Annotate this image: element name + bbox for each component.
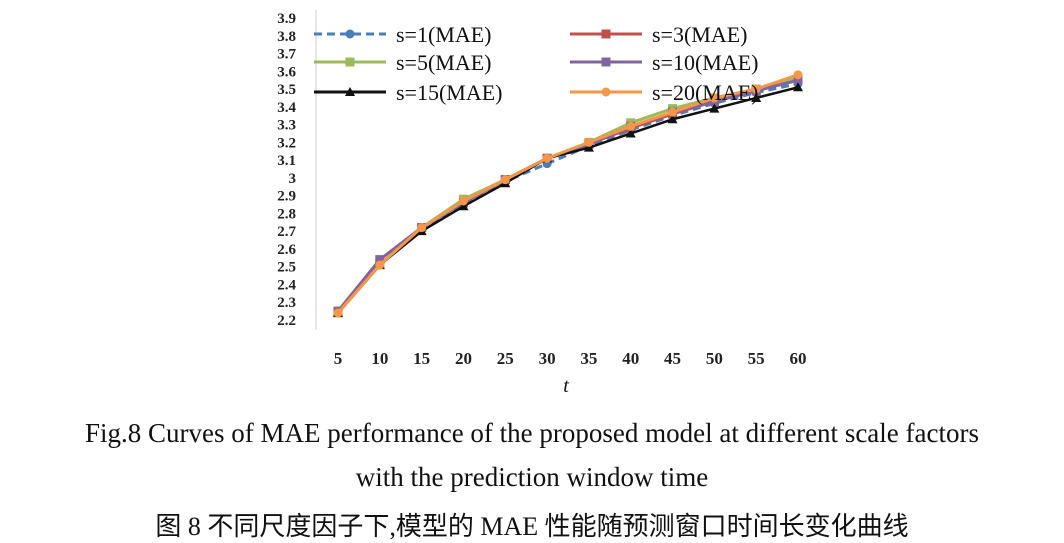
series-line: [336, 78, 799, 314]
x-tick-label: 35: [580, 349, 597, 368]
data-point: [793, 75, 803, 85]
y-tick-label: 3.3: [277, 118, 296, 134]
data-point: [667, 114, 678, 124]
y-tick-label: 3.7: [277, 47, 296, 63]
x-tick-label: 40: [622, 349, 639, 368]
y-tick-label: 3.5: [277, 82, 296, 98]
y-tick-label: 2.9: [277, 189, 296, 205]
y-tick-label: 3.6: [277, 64, 296, 80]
data-point: [793, 82, 803, 92]
data-point: [500, 175, 510, 185]
data-point: [668, 107, 678, 117]
y-tick-label: 2.2: [277, 313, 296, 329]
x-tick-label: 20: [455, 349, 472, 368]
y-tick-label: 2.7: [277, 224, 296, 240]
y-tick-label: 2.3: [277, 295, 296, 311]
legend-label: s=1(MAE): [396, 22, 492, 47]
y-tick-label: 2.5: [277, 260, 296, 276]
x-tick-label: 5: [334, 349, 343, 368]
data-point: [584, 137, 594, 147]
y-tick-label: 3.8: [277, 29, 296, 45]
series-line: [337, 86, 799, 314]
legend-swatch-marker: [601, 57, 611, 67]
series-line: [336, 73, 799, 314]
data-point: [458, 196, 468, 206]
chart: 2.2 2.3 2.4 2.5 2.6 2.7 2.8 2.9 3 3.1 3.2 3.3 3.4 3.5…: [277, 10, 807, 397]
data-point: [793, 70, 803, 80]
legend-label: s=10(MAE): [652, 50, 759, 75]
y-tick-label: 3.1: [277, 153, 296, 169]
y-tick-label: 3.2: [277, 135, 296, 151]
data-point: [458, 201, 469, 211]
x-tick-label: 25: [497, 349, 514, 368]
legend-label: s=5(MAE): [396, 50, 492, 75]
data-point: [751, 92, 762, 102]
legend-swatch-marker: [601, 29, 611, 39]
caption-english-line1: Fig.8 Curves of MAE performance of the p…: [85, 418, 979, 448]
legend-swatch-marker: [345, 87, 355, 96]
legend-label: s=3(MAE): [652, 22, 748, 47]
data-point: [375, 260, 385, 270]
y-tick-label: 2.8: [277, 206, 296, 222]
x-tick-label: 45: [664, 349, 681, 368]
x-tick-label: 10: [371, 349, 388, 368]
y-tick-label: 3.9: [277, 11, 296, 27]
y-tick-label: 3.4: [277, 100, 296, 116]
series-line: [336, 82, 799, 314]
x-tick-label: 60: [790, 349, 807, 368]
series-line: [336, 78, 799, 313]
series-line: [336, 76, 799, 314]
y-tick-label: 2.4: [277, 277, 296, 293]
x-tick-label: 30: [539, 349, 556, 368]
data-point: [542, 153, 552, 163]
data-point: [709, 93, 719, 103]
legend-swatch-marker: [345, 57, 355, 67]
x-axis-label: t: [563, 375, 569, 397]
data-point: [417, 223, 427, 233]
data-point: [333, 308, 343, 318]
y-tick-label: 3: [289, 171, 297, 187]
legend-label: s=20(MAE): [652, 80, 759, 105]
data-point: [625, 128, 636, 138]
x-tick-label: 55: [748, 349, 765, 368]
data-point: [583, 142, 594, 152]
legend-label: s=15(MAE): [396, 80, 503, 105]
caption-chinese: 图 8 不同尺度因子下,模型的 MAE 性能随预测窗口时间长变化曲线: [155, 512, 909, 541]
legend-swatch-marker: [601, 87, 611, 97]
y-tick-label: 2.6: [277, 242, 296, 258]
data-point: [375, 255, 385, 265]
x-tick-label: 15: [413, 349, 430, 368]
data-point: [626, 121, 636, 131]
x-tick-label: 50: [706, 349, 723, 368]
data-point: [709, 103, 720, 113]
chart-svg: 2.2 2.3 2.42.5 2.6 2.7 2.82.9 3 3.1 3.23.3 3.4 3.5…: [277, 10, 807, 397]
data-point: [751, 84, 761, 94]
caption-english-line2: with the prediction window time: [355, 462, 709, 492]
legend-swatch-marker: [345, 29, 355, 39]
